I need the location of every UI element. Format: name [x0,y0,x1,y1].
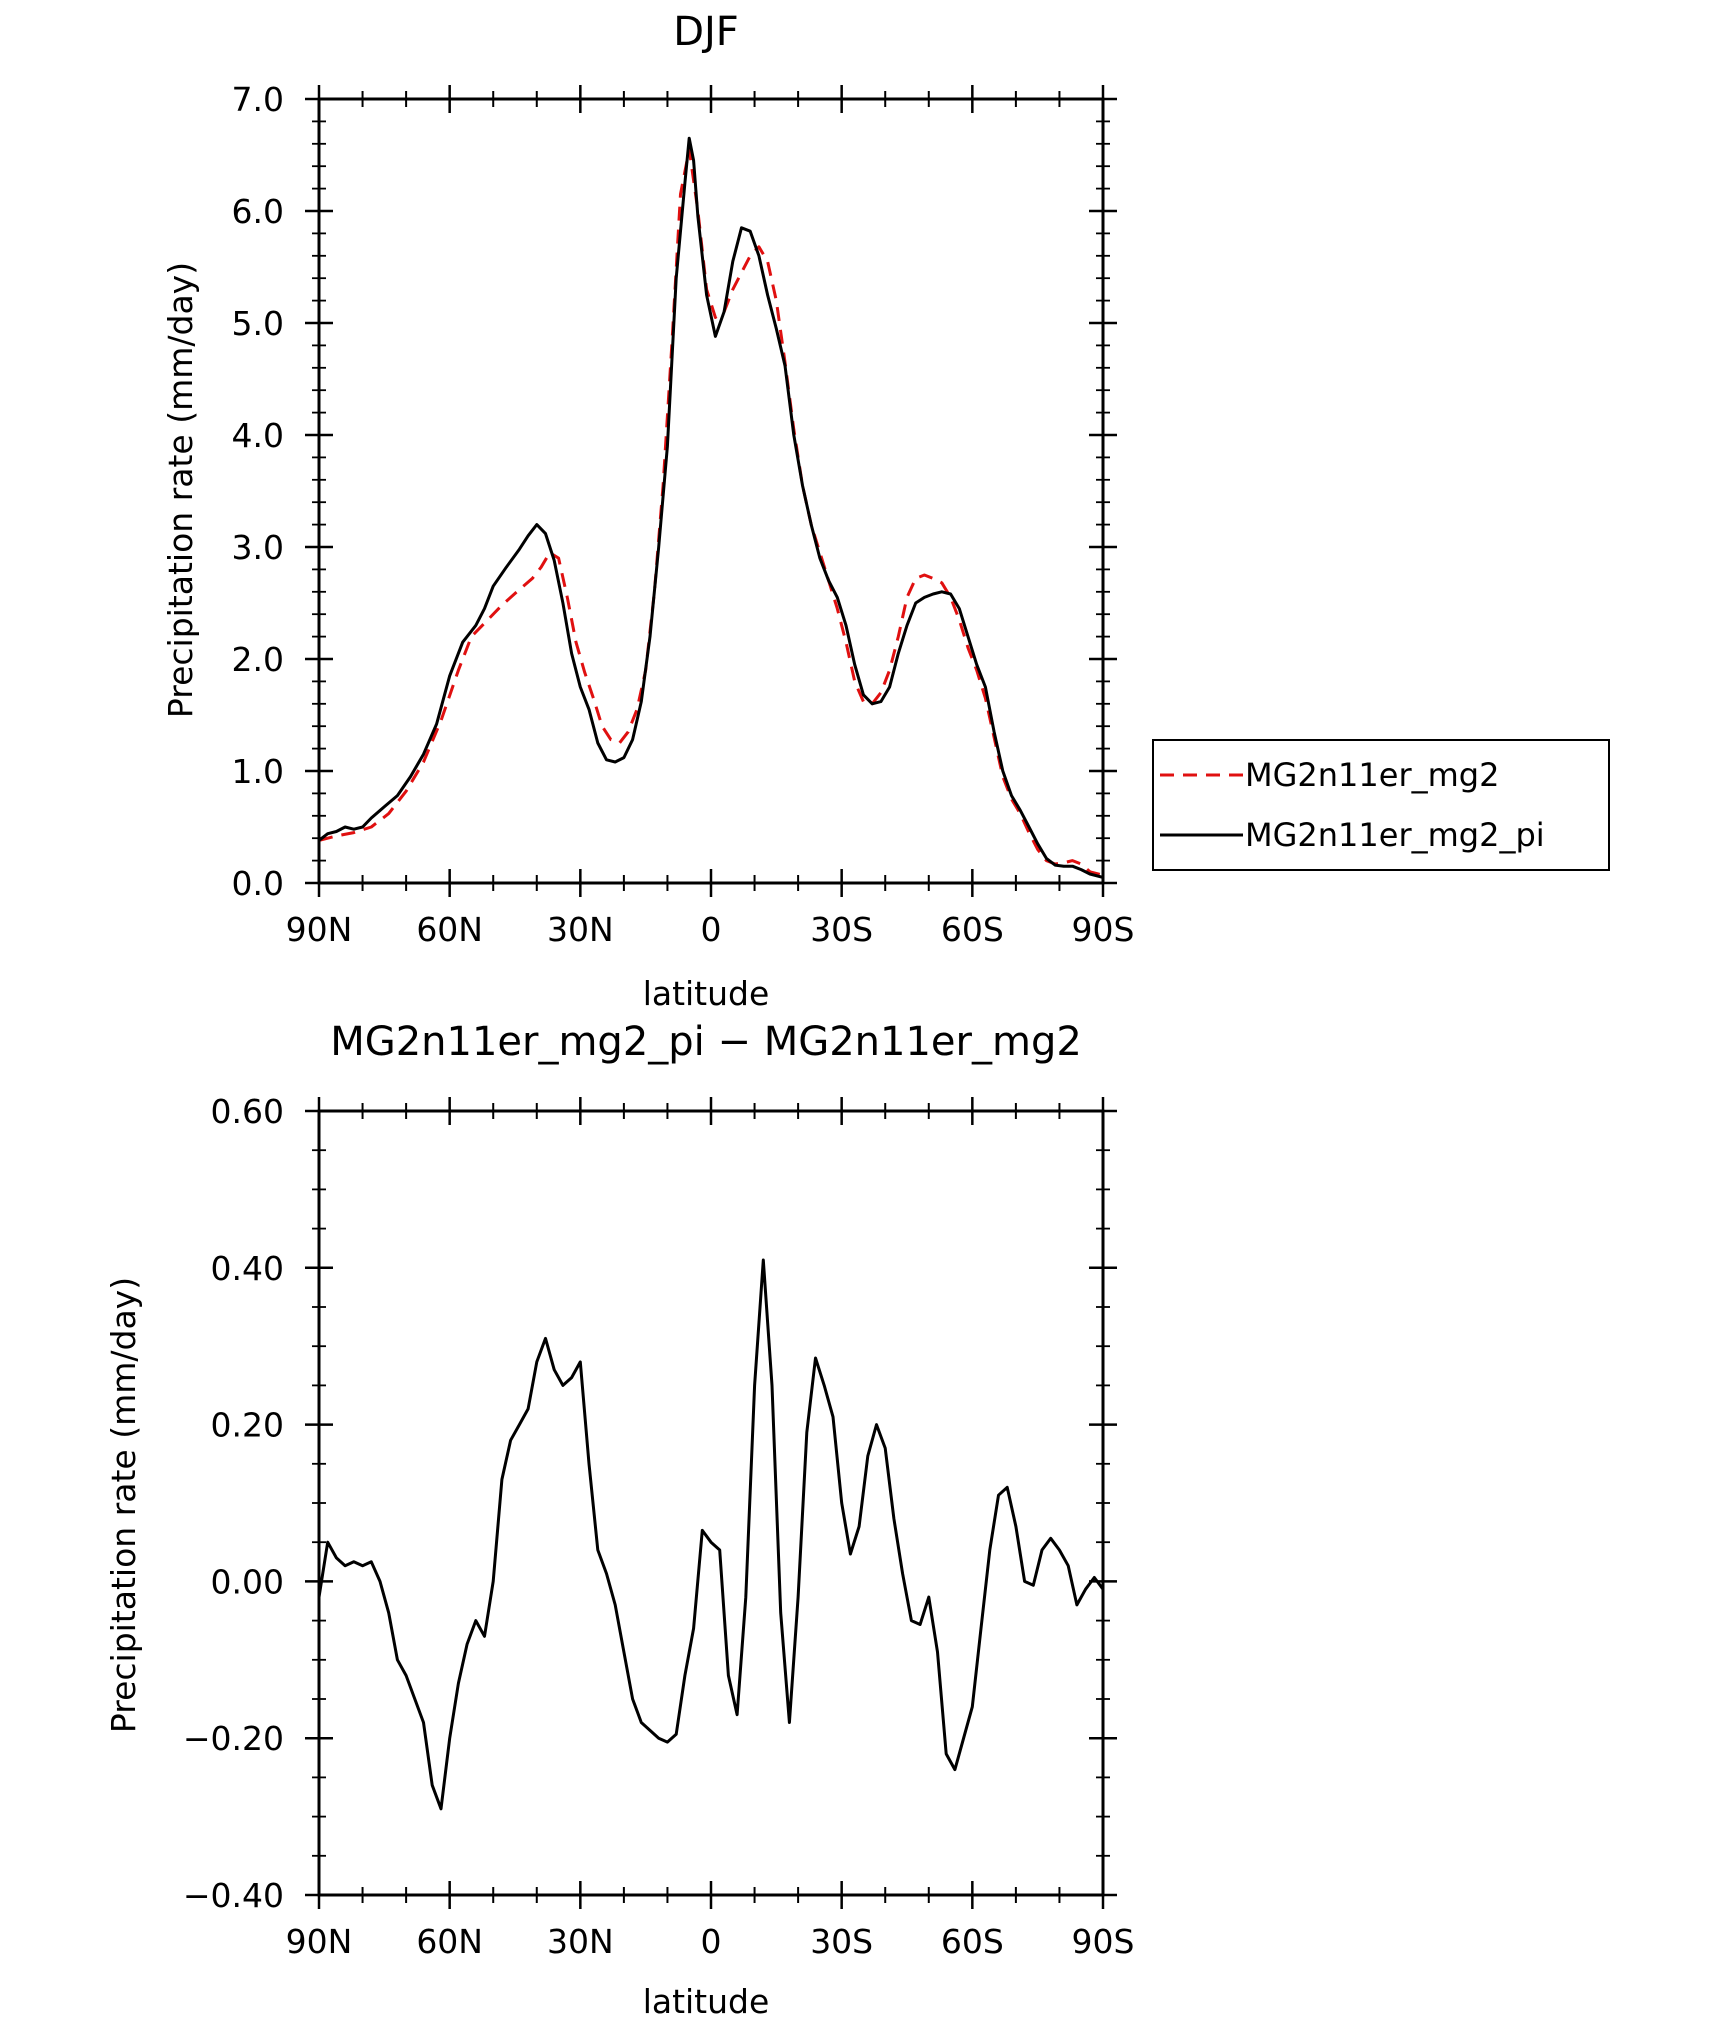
y-tick-label: 0.0 [232,864,284,903]
panel-difference: MG2n11er_mg2_pi − MG2n11er_mg2 latitude … [104,1019,1135,2021]
legend-label-mg2: MG2n11er_mg2 [1245,756,1499,794]
chart-title: DJF [673,9,739,55]
chart-title-difference: MG2n11er_mg2_pi − MG2n11er_mg2 [330,1019,1082,1065]
plot-frame [317,97,1105,885]
x-axis-label: latitude [643,974,770,1013]
y-tick-label: 2.0 [232,640,284,679]
x-tick-label: 60N [416,910,483,949]
x-axis-label-difference: latitude [643,1982,770,2021]
series-line-mg2n11er-mg2 [319,147,1103,877]
x-tick-label: 30S [810,1922,873,1961]
x-tick-label: 90N [286,1922,353,1961]
legend: MG2n11er_mg2 MG2n11er_mg2_pi [1152,739,1610,871]
x-tick-label: 60N [416,1922,483,1961]
y-tick-label: 5.0 [232,304,284,343]
y-tick-label: 6.0 [232,192,284,231]
axis-ticks-difference: 90N 60N 30N 0 30S 60S 90S −0.40 −0.20 0.00 0.20 0.4… [183,1092,1135,1961]
plot-lines [319,136,1103,879]
axis-ticks: 90N 60N 30N 0 30S 60S 90S 0.0 1.0 2.0 3.0 4.0 5.0 6.0… [232,80,1135,949]
y-axis-label: Precipitation rate (mm/day) [161,262,200,718]
plot-frame-difference [317,1109,1105,1897]
x-tick-label: 30N [547,1922,614,1961]
series-line-mg2n11er-mg2-pi [319,136,1103,879]
y-tick-label: −0.40 [183,1876,284,1915]
panel-djf: DJF latitude Precipitation rate (mm/day)… [161,9,1610,1013]
y-tick-label: 1.0 [232,752,284,791]
x-tick-label: 0 [701,910,722,949]
legend-label-mg2-pi: MG2n11er_mg2_pi [1245,816,1545,854]
x-tick-label: 60S [941,910,1004,949]
x-tick-label: 60S [941,1922,1004,1961]
legend-box [1152,739,1610,871]
y-tick-label: 0.40 [211,1249,284,1288]
x-tick-label: 30N [547,910,614,949]
y-tick-label: 0.20 [211,1406,284,1445]
y-tick-label: 7.0 [232,80,284,119]
y-tick-label: 0.00 [211,1562,284,1601]
y-axis-label-difference: Precipitation rate (mm/day) [104,1277,143,1733]
y-tick-label: 3.0 [232,528,284,567]
x-tick-label: 90N [286,910,353,949]
x-tick-label: 0 [701,1922,722,1961]
series-line-difference [319,1258,1103,1811]
x-tick-label: 90S [1072,910,1135,949]
x-tick-label: 90S [1072,1922,1135,1961]
y-tick-label: 0.60 [211,1092,284,1131]
plot-lines-difference [319,1258,1103,1811]
y-tick-label: −0.20 [183,1719,284,1758]
x-tick-label: 30S [810,910,873,949]
y-tick-label: 4.0 [232,416,284,455]
